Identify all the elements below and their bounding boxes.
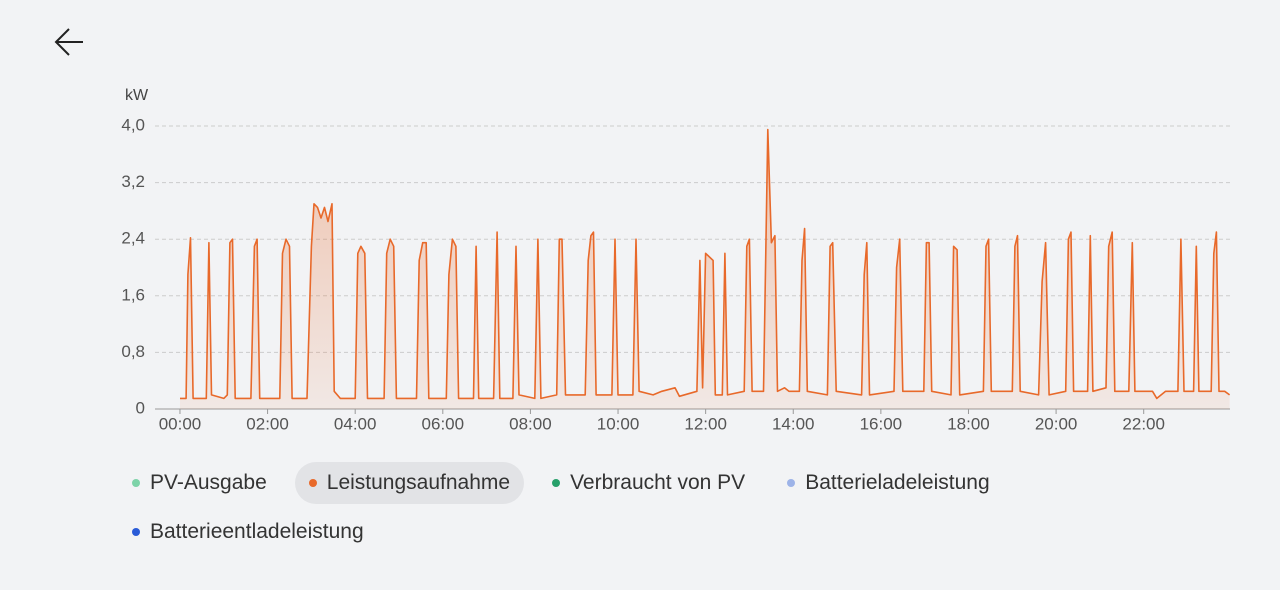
legend-item[interactable]: Leistungsaufnahme <box>294 462 525 504</box>
legend-item[interactable]: Batterieladeleistung <box>773 462 1003 504</box>
x-tick-label: 04:00 <box>334 414 377 433</box>
y-tick-label: 1,6 <box>121 285 145 304</box>
legend-dot <box>308 479 317 487</box>
line <box>180 128 1231 400</box>
legend-dot <box>132 479 140 487</box>
back-button[interactable] <box>54 28 83 56</box>
legend-label: PV-Ausgabe <box>150 471 267 494</box>
x-tick-label: 14:00 <box>772 414 815 433</box>
legend: PV-Ausgabe Leistungsaufnahme Verbraucht vo… <box>118 462 1058 553</box>
legend-label: Batterieladeleistung <box>805 471 990 494</box>
y-unit-label: kW <box>125 87 149 104</box>
chart: kW 0 0,8 1,6 2,4 3,2 4,0 00:00 02:00 04:00 06:00 0… <box>54 28 1231 433</box>
legend-label: Batterieentladeleistung <box>150 520 364 543</box>
x-tick-label: 10:00 <box>597 414 640 433</box>
legend-label: Verbraucht von PV <box>570 471 746 494</box>
x-tick-label: 16:00 <box>860 414 903 433</box>
x-tick-label: 06:00 <box>422 414 465 433</box>
legend-dot <box>132 528 140 536</box>
x-tick-label: 08:00 <box>509 414 552 433</box>
legend-item[interactable]: Batterieentladeleistung <box>118 511 378 553</box>
y-tick-label: 3,2 <box>121 172 145 191</box>
x-tick-label: 00:00 <box>159 414 202 433</box>
x-tick-label: 12:00 <box>684 414 727 433</box>
legend-item[interactable]: PV-Ausgabe <box>118 462 281 504</box>
y-tick-label: 0,8 <box>121 342 145 361</box>
x-tick-label: 20:00 <box>1035 414 1078 433</box>
legend-dot <box>552 479 561 487</box>
legend-dot <box>787 479 796 487</box>
y-tick-label: 4,0 <box>121 115 145 134</box>
x-tick-label: 02:00 <box>246 414 289 433</box>
legend-item[interactable]: Verbraucht von PV <box>538 462 759 504</box>
legend-label: Leistungsaufnahme <box>326 471 511 494</box>
y-tick-label: 2,4 <box>121 229 145 248</box>
y-tick-label: 0 <box>136 398 145 417</box>
area <box>179 129 1230 409</box>
x-tick-label: 22:00 <box>1122 414 1165 433</box>
x-tick-label: 18:00 <box>947 414 990 433</box>
